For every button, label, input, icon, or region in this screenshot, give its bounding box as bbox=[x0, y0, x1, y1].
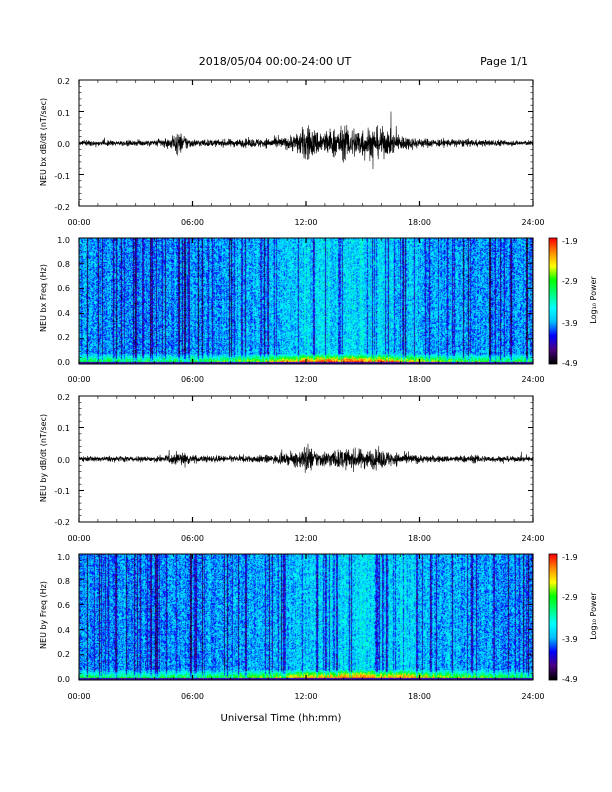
colorbar-gradient bbox=[549, 554, 557, 680]
colorbar-label: Log₁₀ Power bbox=[589, 276, 598, 324]
y-tick-label: 0.2 bbox=[57, 393, 70, 402]
x-tick-label: 18:00 bbox=[408, 218, 431, 227]
colorbar-tick-label: -1.9 bbox=[562, 237, 578, 246]
x-axis-label: Universal Time (hh:mm) bbox=[221, 713, 342, 724]
y-tick-label: 0.2 bbox=[57, 650, 70, 659]
x-tick-label: 06:00 bbox=[181, 534, 204, 543]
ylabel-by-dbdt: NEU by dB/dt (nT/sec) bbox=[39, 414, 48, 502]
plot-frame bbox=[78, 395, 534, 523]
trace-by-dbdt bbox=[78, 443, 534, 473]
y-tick-label: 0.0 bbox=[57, 358, 70, 367]
trace-bx-dbdt bbox=[78, 111, 534, 169]
plot-frame bbox=[78, 553, 534, 681]
y-tick-label: 0.0 bbox=[57, 140, 70, 149]
y-ticklabels-by-freq: 1.0 0.8 0.6 0.4 0.2 0.0 bbox=[57, 553, 70, 684]
y-tick-label: 0.2 bbox=[57, 77, 70, 86]
y-tick-label: 0.2 bbox=[57, 333, 70, 342]
colorbar-by: -1.9 -2.9 -3.9 -4.9 Log₁₀ Power bbox=[548, 553, 598, 684]
x-tick-label: 12:00 bbox=[294, 375, 317, 384]
x-tick-label: 24:00 bbox=[521, 375, 544, 384]
colorbar-tick-label: -3.9 bbox=[562, 635, 578, 644]
trace-line bbox=[78, 111, 534, 169]
y-tick-label: -0.1 bbox=[54, 487, 70, 496]
y-tick-label: 0.6 bbox=[57, 601, 70, 610]
y-tick-label: 0.8 bbox=[57, 577, 70, 586]
x-tick-label: 12:00 bbox=[294, 218, 317, 227]
colorbar-frame bbox=[548, 237, 558, 365]
x-tick-label: 06:00 bbox=[181, 218, 204, 227]
y-tick-label: -0.1 bbox=[54, 172, 70, 181]
ylabel-bx-freq: NEU bx Freq (Hz) bbox=[39, 264, 48, 332]
figure-title: 2018/05/04 00:00-24:00 UT bbox=[199, 55, 352, 68]
x-tick-label: 00:00 bbox=[67, 534, 90, 543]
y-ticklabels-bx-freq: 1.0 0.8 0.6 0.4 0.2 0.0 bbox=[57, 236, 70, 367]
x-tick-label: 18:00 bbox=[408, 534, 431, 543]
x-tick-label: 00:00 bbox=[67, 218, 90, 227]
panel-by-dbdt: NEU by dB/dt (nT/sec) 0.2 0.1 0.0 -0.1 -… bbox=[39, 393, 545, 543]
x-tick-label: 12:00 bbox=[294, 692, 317, 701]
colorbar-tick-label: -1.9 bbox=[562, 553, 578, 562]
colorbar-tick-label: -2.9 bbox=[562, 593, 578, 602]
x-tick-label: 00:00 bbox=[67, 692, 90, 701]
colorbar-tick-label: -3.9 bbox=[562, 319, 578, 328]
colorbar-tick-label: -4.9 bbox=[562, 675, 578, 684]
trace-line bbox=[78, 443, 534, 473]
colorbar-tick-label: -2.9 bbox=[562, 277, 578, 286]
y-tick-label: 0.8 bbox=[57, 260, 70, 269]
y-tick-label: 1.0 bbox=[57, 553, 70, 562]
colorbar-bx: -1.9 -2.9 -3.9 -4.9 Log₁₀ Power bbox=[548, 237, 598, 368]
y-tick-label: 1.0 bbox=[57, 236, 70, 245]
x-tick-label: 00:00 bbox=[67, 375, 90, 384]
axis-ticks-bx-dbdt bbox=[78, 79, 534, 207]
panel-bx-spectrogram: NEU bx Freq (Hz) 1.0 0.8 0.6 0.4 0.2 0.0… bbox=[39, 236, 598, 384]
colorbar-gradient bbox=[549, 238, 557, 364]
colorbar-frame bbox=[548, 553, 558, 681]
x-tick-label: 18:00 bbox=[408, 375, 431, 384]
plot-frame bbox=[78, 237, 534, 365]
x-tick-label: 06:00 bbox=[181, 375, 204, 384]
panel-bx-dbdt: NEU bx dB/dt (nT/sec) 0.2 0.1 0.0 -0.1 -… bbox=[39, 77, 545, 227]
x-tick-label: 18:00 bbox=[408, 692, 431, 701]
y-tick-label: -0.2 bbox=[54, 518, 70, 527]
y-tick-label: 0.4 bbox=[57, 309, 70, 318]
y-tick-label: 0.1 bbox=[57, 424, 70, 433]
x-ticklabels-bx-dbdt: 00:00 06:00 12:00 18:00 24:00 bbox=[67, 218, 544, 227]
panel-by-spectrogram: NEU by Freq (Hz) 1.0 0.8 0.6 0.4 0.2 0.0… bbox=[39, 553, 598, 701]
colorbar-label: Log₁₀ Power bbox=[589, 592, 598, 640]
spectrogram-by bbox=[79, 554, 533, 680]
x-tick-label: 24:00 bbox=[521, 218, 544, 227]
x-tick-label: 12:00 bbox=[294, 534, 317, 543]
x-ticklabels-bx-freq: 00:00 06:00 12:00 18:00 24:00 bbox=[67, 375, 544, 384]
x-tick-label: 24:00 bbox=[521, 692, 544, 701]
y-tick-label: 0.0 bbox=[57, 675, 70, 684]
ylabel-bx-dbdt: NEU bx dB/dt (nT/sec) bbox=[39, 98, 48, 186]
y-tick-label: 0.0 bbox=[57, 456, 70, 465]
x-tick-label: 06:00 bbox=[181, 692, 204, 701]
x-ticklabels-by-dbdt: 00:00 06:00 12:00 18:00 24:00 bbox=[67, 534, 544, 543]
y-tick-label: 0.4 bbox=[57, 626, 70, 635]
y-ticklabels-bx-dbdt: 0.2 0.1 0.0 -0.1 -0.2 bbox=[54, 77, 70, 212]
y-ticklabels-by-dbdt: 0.2 0.1 0.0 -0.1 -0.2 bbox=[54, 393, 70, 527]
ylabel-by-freq: NEU by Freq (Hz) bbox=[39, 581, 48, 649]
x-ticklabels-by-freq: 00:00 06:00 12:00 18:00 24:00 bbox=[67, 692, 544, 701]
spectrogram-bx bbox=[79, 238, 533, 364]
y-tick-label: 0.6 bbox=[57, 284, 70, 293]
plot-frame bbox=[78, 79, 534, 207]
y-tick-label: -0.2 bbox=[54, 203, 70, 212]
colorbar-tick-label: -4.9 bbox=[562, 359, 578, 368]
page-number: Page 1/1 bbox=[480, 55, 528, 68]
y-tick-label: 0.1 bbox=[57, 109, 70, 118]
x-tick-label: 24:00 bbox=[521, 534, 544, 543]
